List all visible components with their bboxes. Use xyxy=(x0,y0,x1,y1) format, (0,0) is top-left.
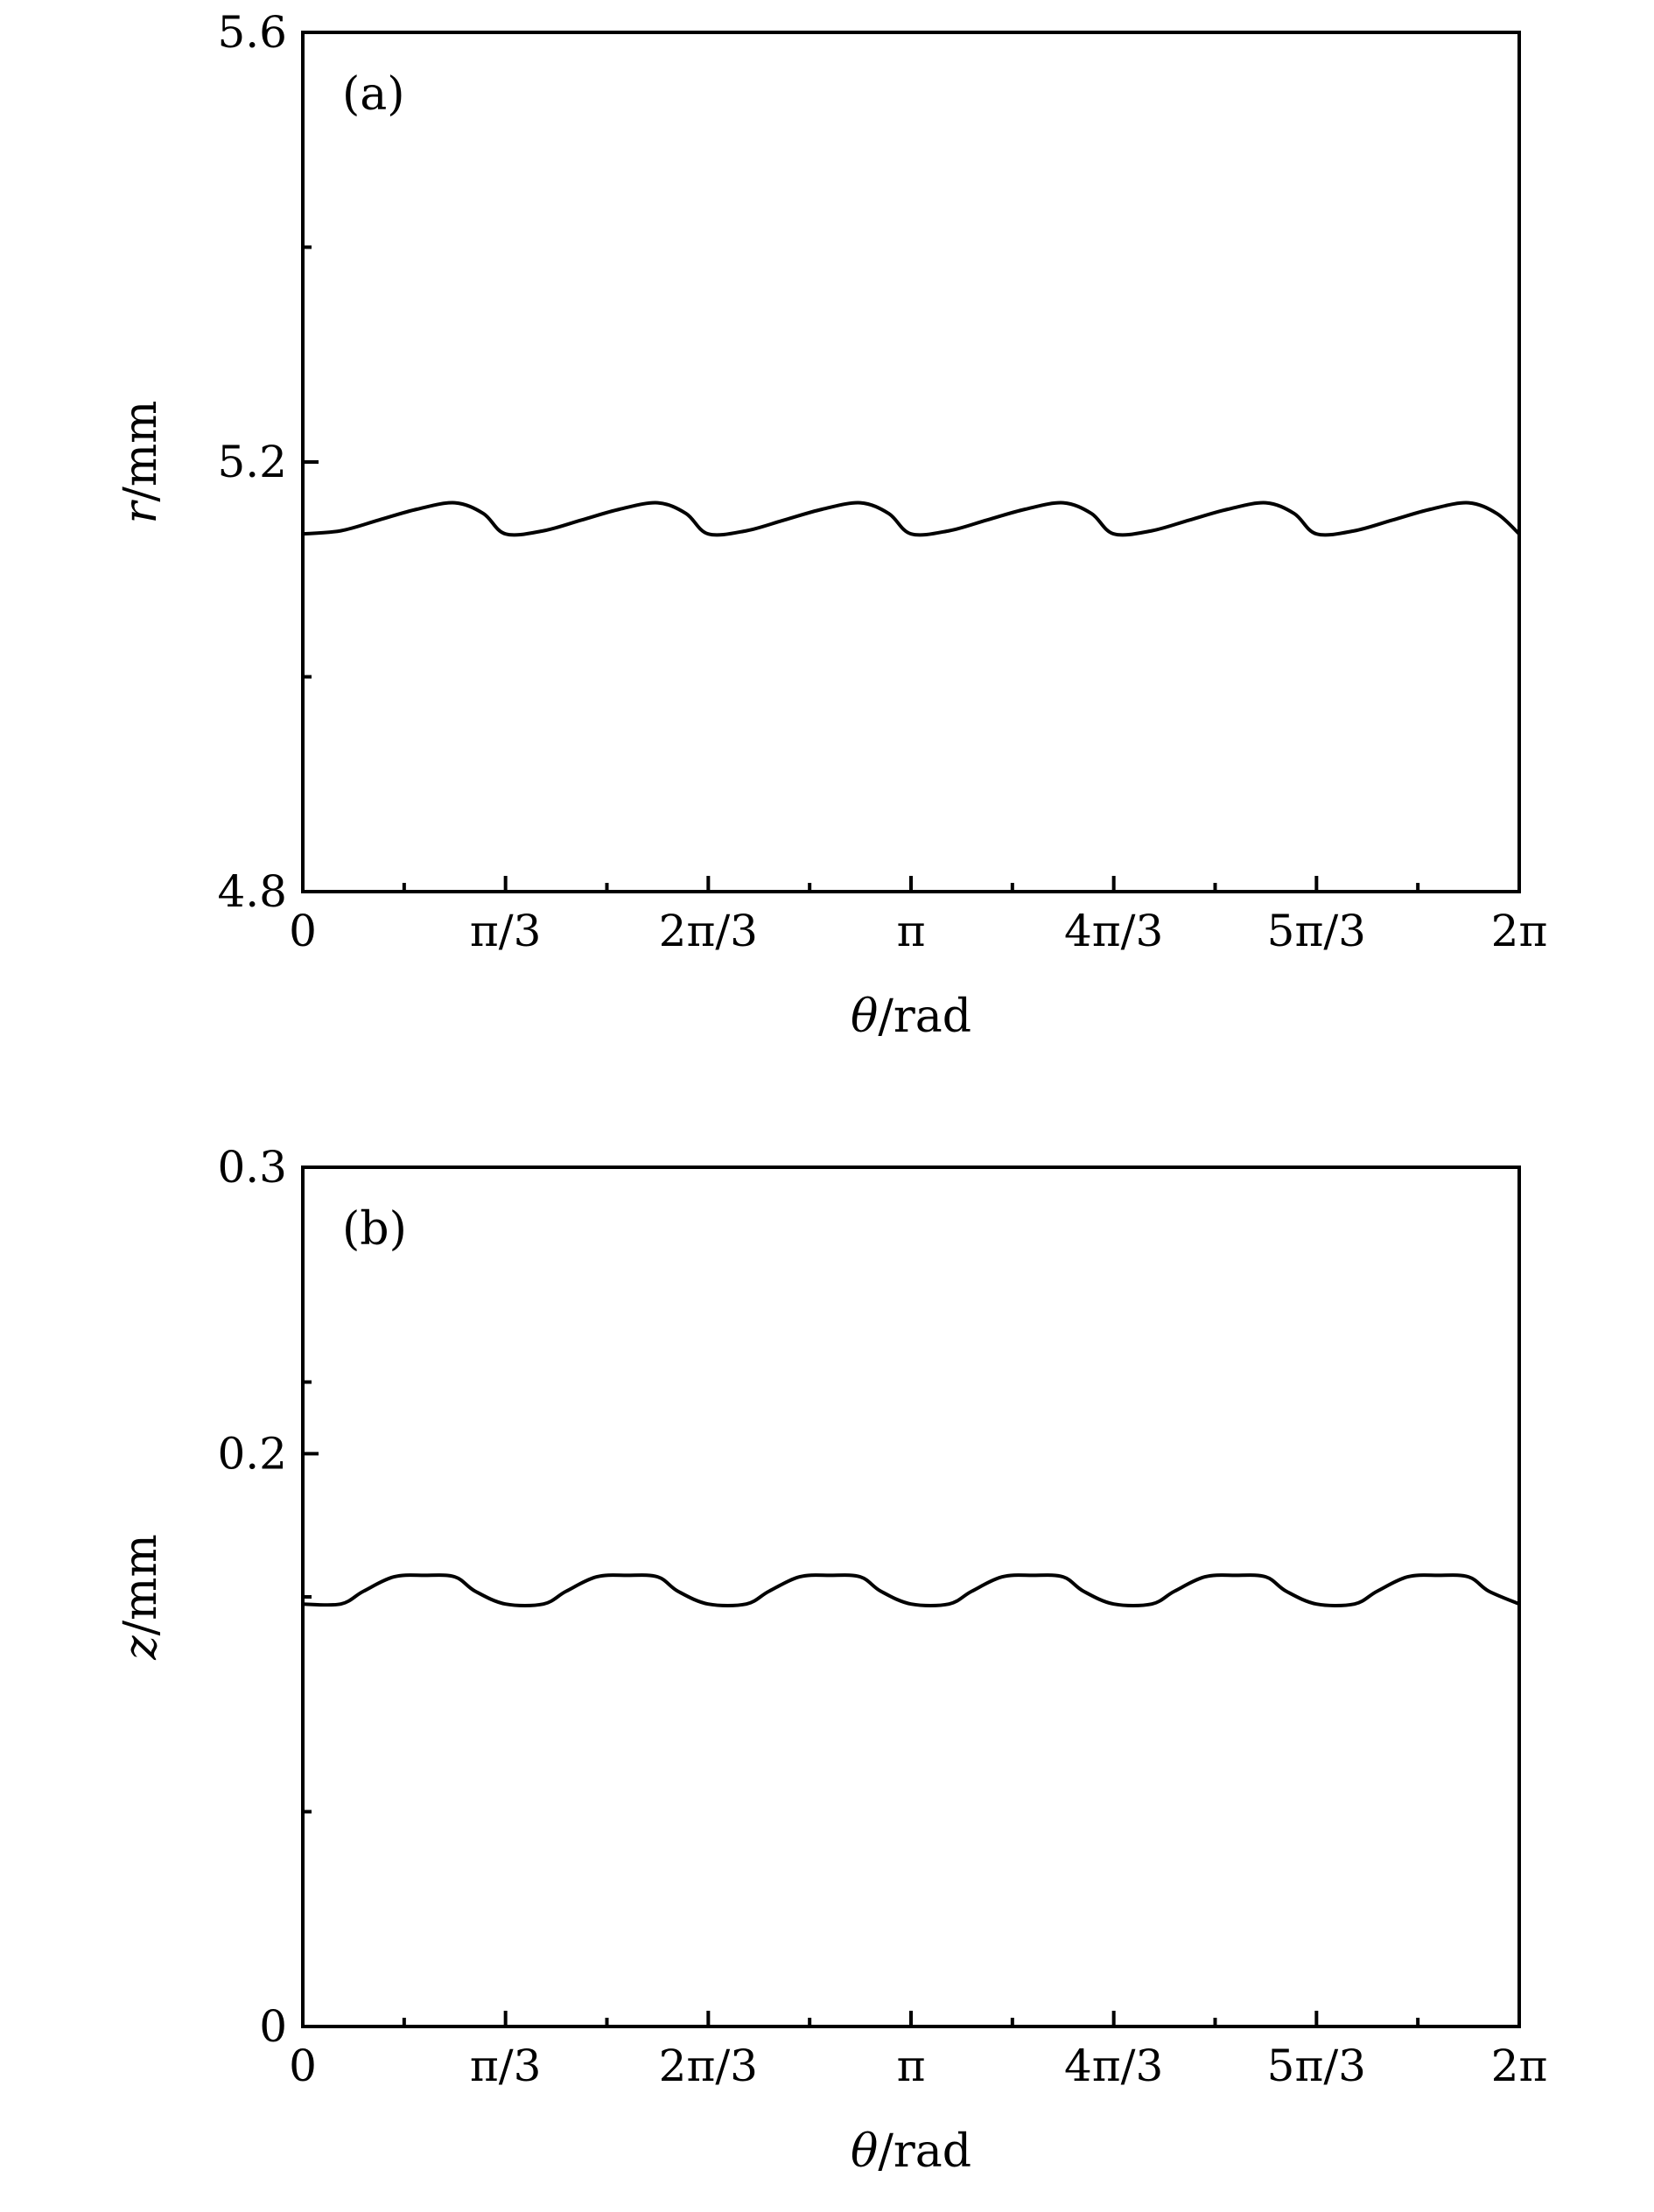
plot-frame-a xyxy=(301,31,1521,893)
y-ticks-a: 4.8 5.2 5.6 xyxy=(217,7,319,917)
y-tick-label-a-2: 5.6 xyxy=(217,7,287,58)
panel-b: 0 π/3 2π/3 π 4π/3 5π/3 2π 00.20.3 (b) θ/rad z/… xyxy=(115,1142,1547,2178)
x-axis-label-unit-a: /rad xyxy=(878,990,971,1043)
x-tick-label-b-1: π/3 xyxy=(470,2040,542,2091)
series-line-a xyxy=(302,500,1521,537)
x-axis-label-var-b: θ xyxy=(851,2125,878,2178)
panel-label-b: (b) xyxy=(342,1203,407,1256)
y-axis-label-b: z/mm xyxy=(115,1534,167,1661)
y-tick-label-b-2: 0.3 xyxy=(217,1142,287,1193)
y-axis-label-unit-a: /mm xyxy=(115,401,167,502)
x-tick-label-b-0: 0 xyxy=(289,2040,317,2091)
x-axis-label-b: θ/rad xyxy=(851,2125,971,2178)
x-tick-label-a-5: 5π/3 xyxy=(1267,906,1366,956)
series-line-b xyxy=(302,1573,1520,1607)
minor-ticks-b xyxy=(303,1380,1420,2026)
x-tick-label-a-2: 2π/3 xyxy=(659,906,758,956)
y-tick-label-a-1: 5.2 xyxy=(217,437,287,487)
x-tick-label-a-4: 4π/3 xyxy=(1064,906,1163,956)
y-axis-label-unit-b: /mm xyxy=(115,1534,167,1635)
y-axis-label-var-a: r xyxy=(115,500,167,524)
minor-ticks-a xyxy=(303,245,1420,892)
y-axis-label-var-b: z xyxy=(115,1635,167,1661)
x-tick-label-b-2: 2π/3 xyxy=(659,2040,758,2091)
y-axis-label-a: r/mm xyxy=(115,401,167,524)
panel-label-a: (a) xyxy=(342,68,405,121)
y-tick-label-a-0: 4.8 xyxy=(217,866,287,917)
x-tick-label-b-3: π xyxy=(897,2040,926,2091)
x-tick-label-a-6: 2π xyxy=(1491,906,1548,956)
x-axis-label-unit-b: /rad xyxy=(878,2125,971,2178)
x-axis-label-a: θ/rad xyxy=(851,990,971,1043)
panel-a: 0 π/3 2π/3 π 4π/3 5π/3 2π 4.85.25.6 (a) θ/rad … xyxy=(115,7,1547,1043)
x-tick-label-a-1: π/3 xyxy=(470,906,542,956)
x-tick-label-b-6: 2π xyxy=(1491,2040,1548,2091)
x-ticks-b: 0 π/3 2π/3 π 4π/3 5π/3 2π xyxy=(289,2011,1547,2091)
x-tick-label-b-4: 4π/3 xyxy=(1064,2040,1163,2091)
x-tick-label-a-3: π xyxy=(897,906,926,956)
x-axis-label-var-a: θ xyxy=(851,990,878,1043)
x-ticks-a: 0 π/3 2π/3 π 4π/3 5π/3 2π xyxy=(289,876,1547,956)
y-ticks-b: 0 0.2 0.3 xyxy=(217,1142,319,2052)
y-tick-label-b-0: 0 xyxy=(259,2001,287,2052)
x-tick-label-b-5: 5π/3 xyxy=(1267,2040,1366,2091)
x-tick-label-a-0: 0 xyxy=(289,906,317,956)
y-tick-label-b-1: 0.2 xyxy=(217,1428,287,1479)
